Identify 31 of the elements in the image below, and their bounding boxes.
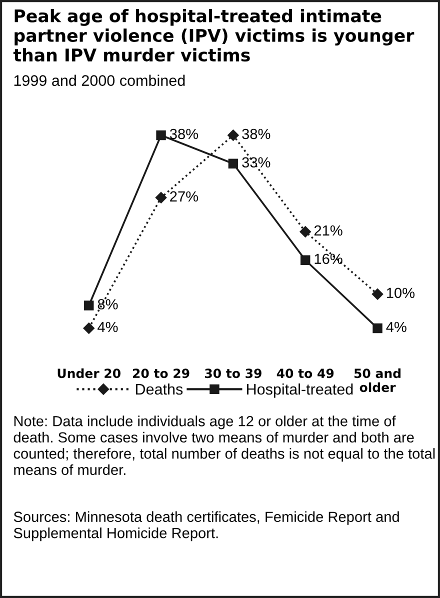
point: [228, 158, 238, 168]
point: [83, 322, 94, 334]
point: [372, 323, 382, 334]
point: [228, 130, 239, 141]
x-tick-label: 30 to 39: [205, 368, 262, 378]
chart-subtitle: 1999 and 2000 combined: [14, 74, 185, 86]
legend-label: Hospital-treated: [247, 383, 353, 398]
data-label: 27%: [170, 191, 198, 202]
data-label: 4%: [98, 322, 118, 332]
source-note: Sources: Minnesota death certificates, Femicide Report and Supplemental Homicide Report.: [14, 511, 399, 542]
point: [372, 288, 384, 300]
x-tick-label: 20 to 29: [133, 368, 190, 378]
x-tick-label: 40 to 49: [276, 368, 334, 378]
legend-label: Deaths: [136, 383, 183, 395]
point: [84, 300, 94, 310]
data-label: 4%: [386, 322, 406, 332]
data-label: 16%: [314, 254, 342, 264]
data-label: 21%: [314, 225, 342, 236]
data-label: 33%: [242, 157, 270, 168]
x-tick-label: 50 and older: [354, 368, 400, 392]
data-label: 38%: [170, 128, 198, 140]
data-label: 8%: [98, 299, 118, 310]
data-label: 38%: [242, 128, 270, 140]
chart-title: Peak age of hospital-treated intimate partner violence (IPV) victims is younger than IPV murder victims: [13, 8, 414, 62]
text: Note: Data include individuals age 12 or older at the time of death. Some cases involve two means of murder and both are counted; therefore, total number of deaths is not equal to the total means of murder.: [14, 416, 435, 476]
point: [300, 255, 310, 265]
x-tick-label: Under 20: [58, 368, 120, 378]
point: [155, 192, 167, 204]
point: [156, 130, 166, 140]
point: [300, 226, 311, 238]
data-label: 10%: [386, 288, 415, 298]
